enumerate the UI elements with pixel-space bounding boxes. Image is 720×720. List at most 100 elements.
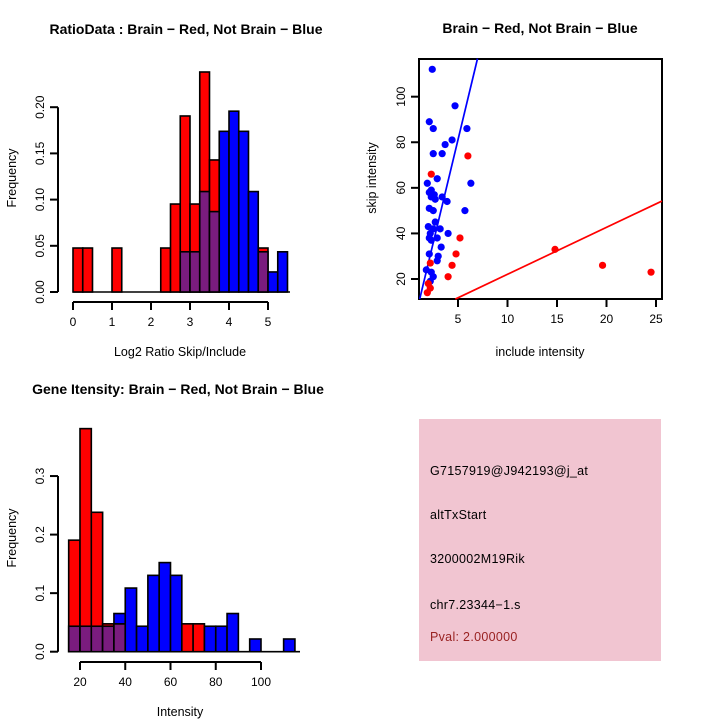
ratio-histogram-chart: 0.00 0.05 0.10 0.15 0.20 0 1 2 3 4 5 RatioData : Br… [5,21,323,359]
blue-point [467,179,475,187]
blue-point [431,218,439,226]
overlap-bar [198,190,211,293]
red-bar [169,203,182,293]
blue-bar [276,251,289,293]
blue-point [438,150,446,158]
x-tick-label: 100 [251,675,271,689]
blue-bar [218,130,230,293]
x-tick-label: 2 [148,315,155,329]
gene-intensity-histogram-chart: 0.0 0.1 0.2 0.3 20 40 60 80 100 Gene Itensity: Br… [5,381,324,719]
blue-point [443,197,451,206]
red-point [647,268,655,276]
blue-bar [228,110,240,293]
x-tick-label: 5 [455,312,462,326]
y-tick-label: 0.05 [33,234,47,258]
y-tick-label: 0.3 [33,467,47,484]
blue-bar [113,612,127,625]
y-tick-label: 0.0 [33,643,47,660]
panel-gene-info: G7157919@J942193@j_at altTxStart 3200002… [360,360,720,720]
red-fit-line [454,200,663,300]
x-tick-label: 3 [187,315,194,329]
overlap-bar [257,251,269,293]
x-tick-label: 10 [501,312,515,326]
blue-point [429,150,437,158]
blue-point [441,140,449,149]
locus-label: chr7.23344−1.s [430,598,521,612]
y-tick-label: 80 [394,135,408,149]
blue-point [428,65,436,73]
red-bar [181,623,194,653]
x-tick-label: 5 [265,315,272,329]
overlap-bar [90,625,104,653]
red-bar [192,623,206,653]
blue-point [461,207,469,215]
x-tick-label: 4 [226,315,233,329]
x-tick-label: 0 [70,315,77,329]
blue-bar [248,638,262,653]
red-bar [81,247,94,293]
red-point [452,250,460,258]
blue-point [436,225,444,233]
blue-point [427,236,435,244]
blue-point [451,102,459,110]
overlap-bar [79,625,93,653]
pval-label: Pval: 2.000000 [430,630,518,644]
red-point [551,245,559,253]
x-tick-label: 80 [209,675,223,689]
y-tick-label: 20 [394,272,408,286]
blue-bar [267,271,279,293]
x-axis-title: include intensity [496,345,586,359]
blue-point [448,136,456,144]
x-tick-label: 1 [109,315,116,329]
x-tick-label: 40 [119,675,133,689]
x-tick-label: 25 [649,312,663,326]
red-point [464,152,472,160]
blue-point [429,124,437,133]
overlap-bar [179,251,191,293]
blue-bar [247,190,260,293]
red-point [423,289,431,297]
blue-bar [214,625,228,653]
panel-gene-intensity-histogram: 0.0 0.1 0.2 0.3 20 40 60 80 100 Gene Itensity: Br… [0,360,360,720]
overlap-bar [189,251,201,293]
x-tick-label: 15 [550,312,564,326]
blue-point [425,118,433,126]
y-axis-title: Frequency [5,148,19,208]
x-tick-label: 20 [600,312,614,326]
plot-box [418,58,663,300]
blue-point [444,229,452,238]
chart-title: RatioData : Brain − Red, Not Brain − Blu… [49,21,322,37]
chart-title: Gene Itensity: Brain − Red, Not Brain − … [32,381,324,397]
gene-info-box: G7157919@J942193@j_at altTxStart 3200002… [419,419,661,661]
red-bar [72,247,84,293]
blue-bar [282,638,296,653]
x-axis-title: Log2 Ratio Skip/Include [114,345,246,359]
overlap-bar [208,210,221,293]
red-point [448,261,456,269]
blue-bar [135,625,149,653]
red-point [444,273,452,281]
y-tick-label: 0.20 [33,95,47,119]
blue-bar [237,130,250,293]
red-point [456,234,464,242]
x-tick-label: 20 [73,675,87,689]
y-axis-title: Frequency [5,508,19,568]
chart-title: Brain − Red, Not Brain − Blue [442,20,637,36]
blue-point [429,207,437,215]
probe-id-label: G7157919@J942193@j_at [430,464,589,478]
blue-point [433,234,441,242]
y-tick-label: 0.15 [33,141,47,165]
overlap-bar [101,625,115,653]
blue-bar [147,574,160,653]
overlap-bar [113,623,127,653]
blue-point [425,250,433,258]
y-tick-label: 0.1 [33,584,47,601]
blue-fit-line [418,58,479,300]
blue-point [433,257,441,265]
blue-bar [158,561,172,653]
blue-point [433,175,441,183]
red-bar [159,247,172,293]
red-point [427,170,435,178]
y-tick-label: 40 [394,226,408,240]
